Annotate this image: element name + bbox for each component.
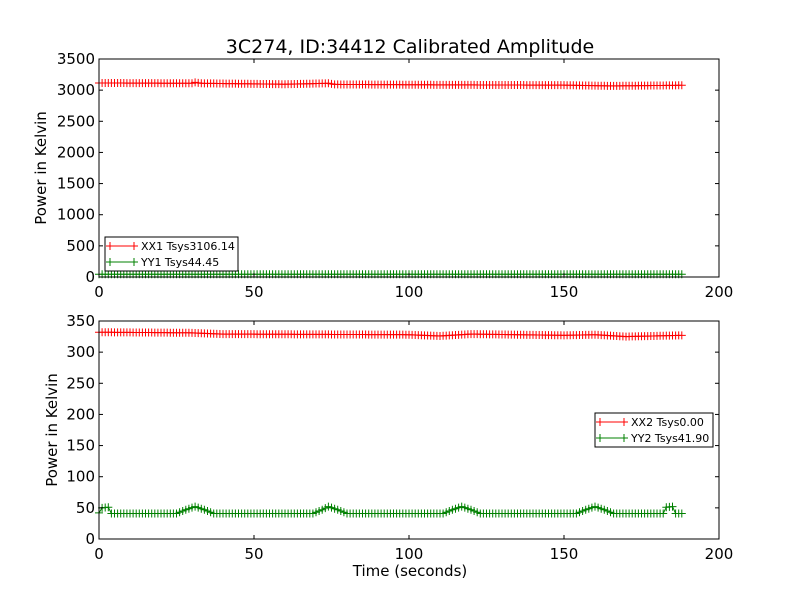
bottom-y-axis-label: Power in Kelvin <box>43 373 61 487</box>
bottom-axis-ticks: 0 50 100 150 200 0 50 100 150 200 250 300 350 <box>66 312 733 563</box>
bottom-x-tick-label: 50 <box>244 545 263 563</box>
top-y-tick-label: 3000 <box>57 81 95 99</box>
top-y-tick-label: 3500 <box>57 50 95 68</box>
chart-title: 3C274, ID:34412 Calibrated Amplitude <box>226 36 594 58</box>
top-x-tick-label: 0 <box>94 283 104 301</box>
bottom-y-tick-label: 100 <box>66 468 95 486</box>
top-x-tick-label: 200 <box>705 283 734 301</box>
bottom-x-tick-label: 100 <box>395 545 424 563</box>
bottom-y-tick-label: 0 <box>85 530 95 548</box>
bottom-legend-label-0: XX2 Tsys0.00 <box>631 416 704 429</box>
top-x-tick-label: 150 <box>550 283 579 301</box>
bottom-x-tick-label: 200 <box>705 545 734 563</box>
bottom-series-layer <box>95 328 686 518</box>
bottom-series-1-markers <box>95 502 686 518</box>
top-legend-marker-1 <box>106 258 138 266</box>
bottom-legend-label-1: YY2 Tsys41.90 <box>630 432 709 445</box>
bottom-y-tick-label: 350 <box>66 312 95 330</box>
top-y-tick-label: 1500 <box>57 175 95 193</box>
bottom-x-tick-label: 150 <box>550 545 579 563</box>
top-y-tick-label: 1000 <box>57 206 95 224</box>
top-y-tick-label: 500 <box>66 237 95 255</box>
top-y-tick-label: 0 <box>85 268 95 286</box>
x-axis-label: Time (seconds) <box>352 562 468 580</box>
bottom-subplot: 0 50 100 150 200 0 50 100 150 200 250 300 350 Power … <box>43 312 733 580</box>
bottom-series-0-markers <box>95 328 686 341</box>
top-x-tick-label: 50 <box>244 283 263 301</box>
top-y-tick-label: 2000 <box>57 143 95 161</box>
top-subplot: 0 50 100 150 2000500100015002000250030003500… <box>32 50 733 301</box>
top-legend-label-0: XX1 Tsys3106.14 <box>141 240 235 253</box>
bottom-y-tick-label: 150 <box>66 437 95 455</box>
top-y-axis-label: Power in Kelvin <box>32 111 50 225</box>
bottom-legend-marker-0 <box>596 418 628 426</box>
bottom-legend-box <box>594 412 714 448</box>
top-legend: XX1 Tsys3106.14 YY1 Tsys44.45 <box>104 236 239 272</box>
bottom-y-tick-label: 50 <box>76 499 95 517</box>
top-legend-marker-0 <box>106 242 138 250</box>
bottom-legend: XX2 Tsys0.00 YY2 Tsys41.90 <box>594 412 714 448</box>
top-series-0-markers <box>95 78 686 90</box>
bottom-legend-marker-1 <box>596 434 628 442</box>
bottom-x-tick-label: 0 <box>94 545 104 563</box>
top-legend-box <box>104 236 239 272</box>
top-legend-label-1: YY1 Tsys44.45 <box>140 256 219 269</box>
top-y-tick-label: 2500 <box>57 112 95 130</box>
top-x-tick-label: 100 <box>395 283 424 301</box>
bottom-y-tick-label: 250 <box>66 374 95 392</box>
bottom-y-tick-label: 200 <box>66 405 95 423</box>
bottom-y-tick-label: 300 <box>66 343 95 361</box>
